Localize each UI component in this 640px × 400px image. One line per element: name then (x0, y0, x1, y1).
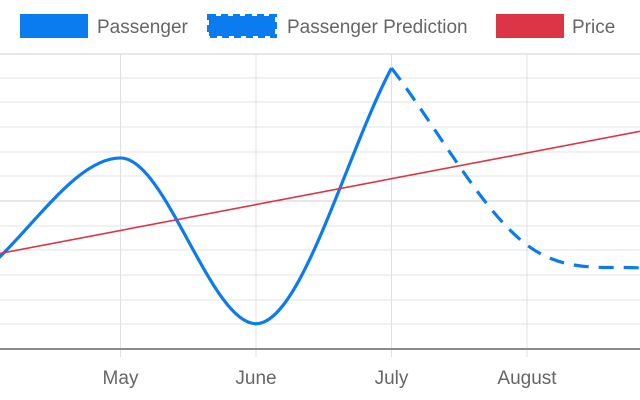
legend-item-passenger[interactable]: Passenger (20, 14, 189, 38)
series-line-price[interactable] (0, 127, 640, 256)
series-line-passenger[interactable] (0, 67, 393, 326)
x-tick-label: June (235, 368, 276, 389)
x-tick-label: August (497, 368, 557, 389)
legend-swatch-price (496, 14, 564, 38)
legend-swatch-passenger (20, 14, 88, 38)
x-tick-label: May (103, 368, 139, 389)
x-axis: ilMayJuneJulyAugustSep (0, 348, 640, 389)
legend-item-price[interactable]: Price (496, 14, 615, 38)
legend-label-price: Price (572, 17, 615, 38)
grid (0, 53, 640, 357)
x-tick-label: July (375, 368, 409, 389)
legend-label-passenger: Passenger (97, 17, 189, 38)
legend: Passenger Passenger Prediction Price (20, 14, 615, 38)
series-line-passenger-prediction[interactable] (390, 67, 640, 270)
legend-item-passenger-prediction[interactable]: Passenger Prediction (207, 14, 468, 38)
legend-swatch-passenger-prediction (207, 14, 277, 38)
legend-label-passenger-prediction: Passenger Prediction (287, 17, 468, 38)
series-layer (0, 67, 640, 326)
